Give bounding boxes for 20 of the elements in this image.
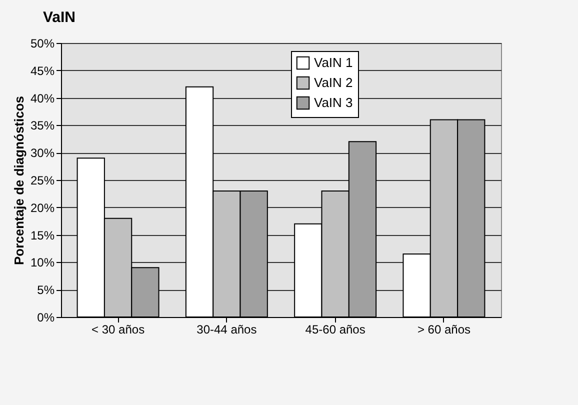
chart-title: VaIN <box>42 9 76 26</box>
y-tick-label: 0% <box>37 310 55 324</box>
x-tick-label: 45-60 años <box>305 322 366 336</box>
x-tick-label: 30-44 años <box>196 322 257 336</box>
y-axis-title: Porcentaje de diagnósticos <box>11 96 26 266</box>
legend-label: VaIN 3 <box>314 95 353 110</box>
y-tick-label: 40% <box>30 91 55 106</box>
y-tick-label: 5% <box>37 283 55 298</box>
y-tick-label: 50% <box>30 36 55 50</box>
legend-label: VaIN 1 <box>314 55 353 70</box>
y-tick-label: 20% <box>30 200 55 215</box>
x-tick-label: < 30 años <box>92 322 145 336</box>
y-tick-label: 10% <box>30 256 55 270</box>
x-tick-label: > 60 años <box>417 322 470 336</box>
y-tick-label: 15% <box>30 228 55 242</box>
y-tick-label: 25% <box>30 174 55 188</box>
y-tick-label: 30% <box>30 146 55 160</box>
y-tick-label: 35% <box>30 118 55 133</box>
legend-label: VaIN 2 <box>314 75 353 90</box>
y-tick-label: 45% <box>30 64 55 78</box>
